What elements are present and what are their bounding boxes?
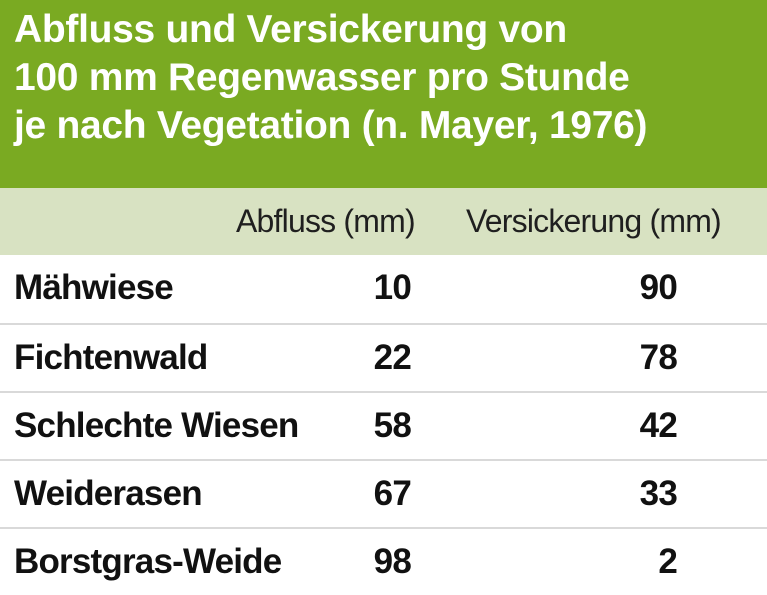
table-row: Fichtenwald 22 78 bbox=[0, 323, 767, 391]
column-header-abfluss: Abfluss (mm) bbox=[236, 203, 416, 239]
table-row: Mähwiese 10 90 bbox=[0, 255, 767, 323]
column-header-row: Abfluss (mm) Versickerung (mm) bbox=[0, 188, 767, 255]
row-name: Weiderasen bbox=[14, 474, 203, 513]
row-abfluss-value: 22 bbox=[373, 338, 412, 377]
row-abfluss-value: 98 bbox=[373, 542, 412, 581]
row-abfluss-value: 10 bbox=[373, 268, 412, 307]
column-header-versickerung: Versickerung (mm) bbox=[466, 203, 722, 239]
row-versickerung-value: 42 bbox=[639, 406, 678, 445]
row-abfluss-value: 67 bbox=[373, 474, 412, 513]
table-row: Weiderasen 67 33 bbox=[0, 459, 767, 527]
table-row: Schlechte Wiesen 58 42 bbox=[0, 391, 767, 459]
row-name: Borstgras-Weide bbox=[14, 542, 282, 581]
title-line-2: 100 mm Regenwasser pro Stunde bbox=[14, 56, 630, 99]
row-versickerung-value: 33 bbox=[639, 474, 678, 513]
title-line-1: Abfluss und Versickerung von bbox=[14, 8, 567, 51]
row-name: Fichtenwald bbox=[14, 338, 208, 377]
title-line-3: je nach Vegetation (n. Mayer, 1976) bbox=[14, 104, 648, 147]
table-row: Borstgras-Weide 98 2 bbox=[0, 527, 767, 595]
row-versickerung-value: 78 bbox=[639, 338, 678, 377]
row-abfluss-value: 58 bbox=[373, 406, 412, 445]
row-name: Schlechte Wiesen bbox=[14, 406, 299, 445]
row-name: Mähwiese bbox=[14, 268, 174, 307]
title-bar: Abfluss und Versickerung von 100 mm Rege… bbox=[0, 0, 767, 188]
row-versickerung-value: 90 bbox=[639, 268, 678, 307]
row-versickerung-value: 2 bbox=[658, 542, 677, 581]
